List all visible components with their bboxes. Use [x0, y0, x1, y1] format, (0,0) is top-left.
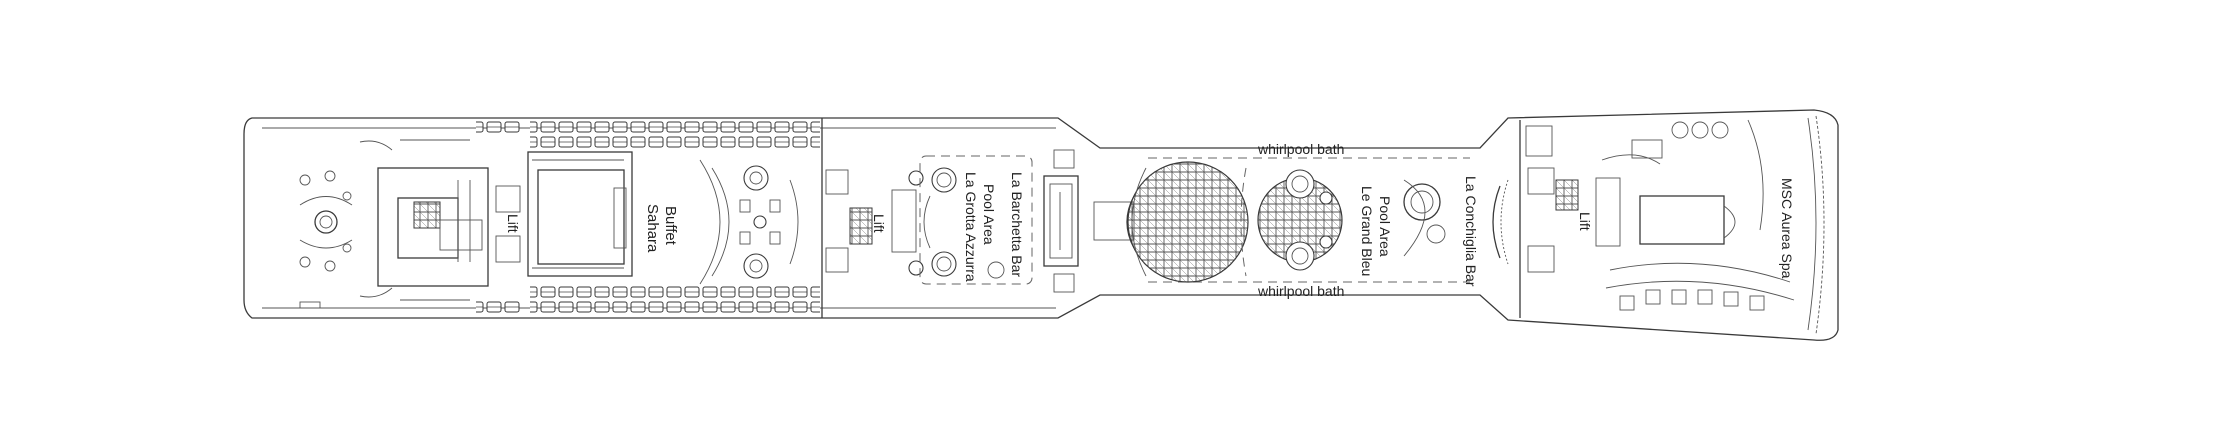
bow-detail	[1807, 115, 1825, 335]
la-conchiglia-bar-label: La Conchiglia Bar	[1463, 176, 1479, 287]
forward-lift-block: Lift	[1519, 120, 1661, 318]
whirlpool-bath-label-bottom: whirlpool bath	[1257, 283, 1344, 299]
msc-aurea-spa-label: MSC Aurea Spa	[1779, 178, 1795, 279]
aft-lift-block: Lift	[377, 167, 521, 287]
staircase-icon	[413, 201, 441, 229]
grand-bleu-pool-area: Le Grand Bleu Pool Area La Conchiglia Ba…	[1240, 167, 1479, 287]
msc-aurea-spa: MSC Aurea Spa	[1605, 119, 1795, 311]
round-table-icon	[739, 165, 799, 279]
hull-outline	[243, 109, 1839, 341]
la-barchetta-bar-label: La Barchetta Bar	[1009, 172, 1025, 277]
grand-bleu-pool-area-label: Pool Area	[1377, 196, 1393, 257]
whirlpool-bath-label-top: whirlpool bath	[1257, 141, 1344, 157]
buffet-label: Buffet	[662, 206, 679, 246]
staircase-icon	[1555, 179, 1579, 211]
table-row-bottom-small	[476, 300, 520, 314]
sahara-label: Sahara	[644, 204, 661, 253]
lift-label-forward: Lift	[1577, 212, 1593, 231]
conchiglia-bar	[1492, 179, 1509, 265]
lift-label-aft: Lift	[505, 214, 521, 233]
whirlpool-area: whirlpool bath whirlpool bath	[1148, 141, 1470, 299]
barchetta-bar	[1043, 149, 1079, 293]
table-row-top	[530, 120, 820, 150]
aft-deck-area	[299, 139, 470, 309]
sahara-buffet: Sahara Buffet	[527, 151, 730, 285]
crosshatch-pool-icon	[1093, 161, 1249, 283]
lift-label-mid: Lift	[871, 214, 887, 233]
le-grand-bleu-label: Le Grand Bleu	[1359, 186, 1375, 276]
table-row-bottom	[530, 284, 820, 314]
staircase-icon	[849, 207, 873, 245]
table-row-top-small	[476, 120, 520, 134]
grotta-azzurra-label: La Grotta Azzurra	[963, 172, 979, 282]
pool-area-label: Pool Area	[981, 184, 997, 245]
mid-lift-block: Lift	[821, 118, 924, 318]
grotta-azzurra-pool-area: La Grotta Azzurra Pool Area La Barchetta…	[919, 155, 1033, 285]
